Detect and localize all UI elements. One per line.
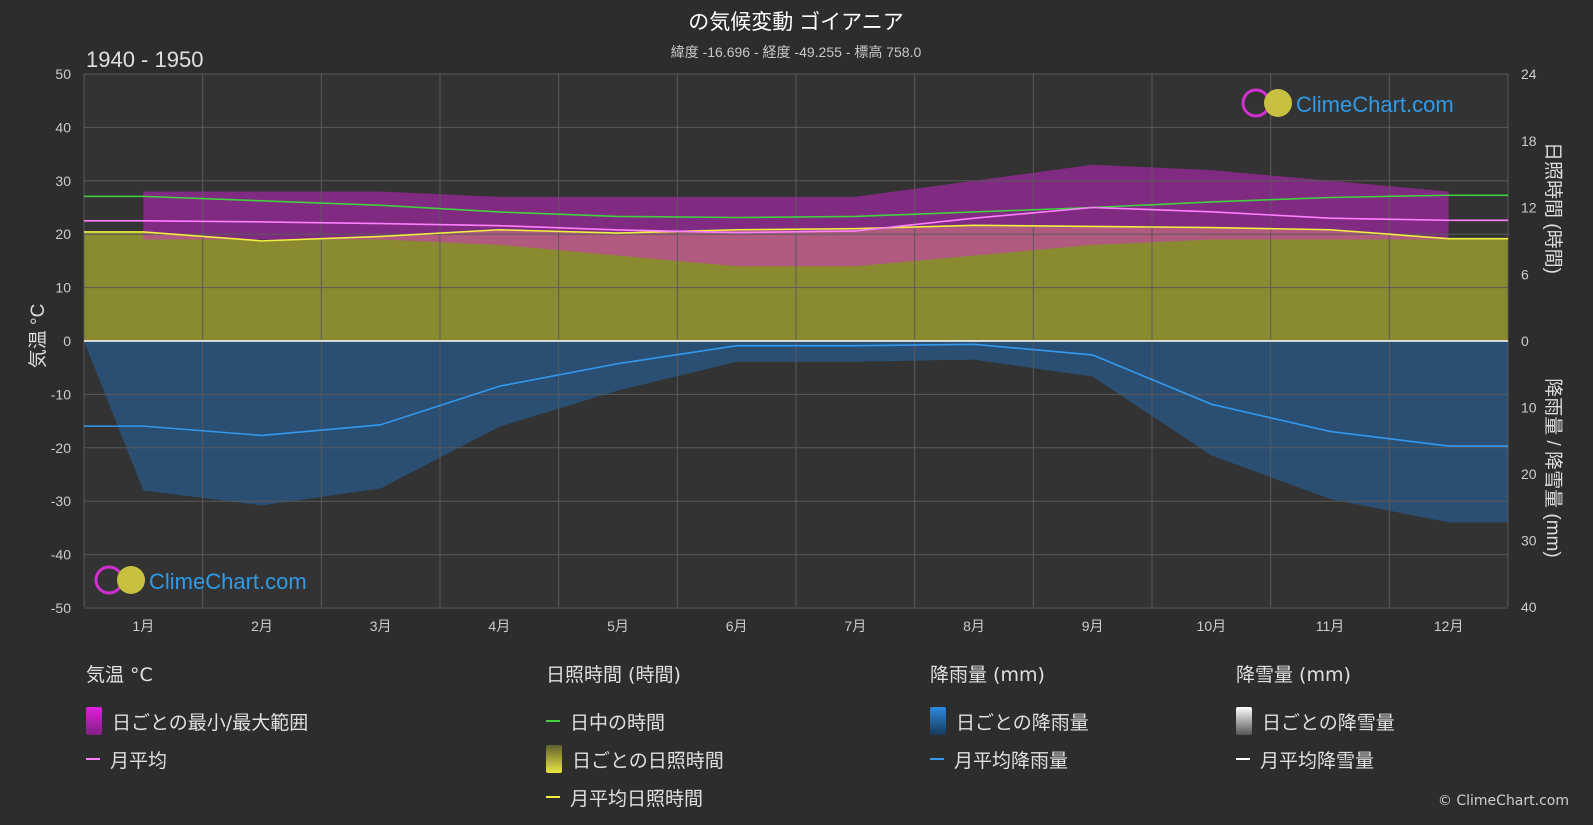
- left-tick-label: 0: [63, 333, 71, 349]
- copyright: © ClimeChart.com: [1437, 793, 1569, 809]
- left-tick-label: 30: [55, 173, 71, 189]
- temp-range-swatch: [86, 707, 102, 735]
- left-tick-label: -30: [51, 493, 71, 509]
- snow-swatch: [1236, 707, 1252, 735]
- logo-sun-icon: [1264, 89, 1292, 117]
- right-top-tick-label: 12: [1521, 200, 1537, 216]
- logo-sun-icon: [117, 566, 145, 594]
- right-bottom-tick-label: 30: [1521, 533, 1537, 549]
- watermark-text: ClimeChart.com: [1296, 92, 1454, 117]
- legend-item-label: 月平均日照時間: [570, 787, 704, 810]
- series-line: [84, 224, 1508, 242]
- legend-item: 日ごとの日照時間: [546, 740, 724, 778]
- rain-avg-swatch: [930, 758, 944, 760]
- sunshine-avg-swatch: [546, 796, 560, 798]
- x-tick-label: 3月: [370, 618, 392, 634]
- legend-item: 月平均降雪量: [1236, 740, 1395, 778]
- right-top-axis-label: 日照時間 (時間): [1542, 142, 1564, 274]
- left-axis-label: 気温 °C: [27, 304, 49, 369]
- temp-avg-swatch: [86, 758, 100, 760]
- x-tick-label: 9月: [1082, 618, 1104, 634]
- x-tick-label: 2月: [251, 618, 273, 634]
- legend-item-label: 月平均降雪量: [1260, 749, 1375, 772]
- sunshine-swatch: [546, 745, 562, 773]
- legend-rain-title: 降雨量 (mm): [930, 664, 1045, 686]
- legend-item: 月平均日照時間: [546, 778, 724, 816]
- left-tick-label: 20: [55, 226, 71, 242]
- legend-sun-title: 日照時間 (時間): [546, 664, 681, 686]
- left-tick-label: -20: [51, 440, 71, 456]
- x-tick-label: 4月: [488, 618, 510, 634]
- left-tick-label: -10: [51, 386, 71, 402]
- x-tick-label: 5月: [607, 618, 629, 634]
- x-tick-label: 8月: [963, 618, 985, 634]
- legend-item: 日ごとの最小/最大範囲: [86, 702, 308, 740]
- daylight-swatch: [546, 720, 560, 722]
- series-line: [84, 343, 1508, 447]
- period-label: 1940 - 1950: [86, 47, 203, 72]
- right-bottom-tick-label: 10: [1521, 400, 1537, 416]
- left-tick-label: 50: [55, 66, 71, 82]
- series-line: [84, 194, 1508, 219]
- legend-item: 月平均: [86, 740, 308, 778]
- right-bottom-axis-label: 降雨量 / 降雪量 (mm): [1542, 378, 1564, 557]
- right-top-tick-label: 0: [1521, 333, 1529, 349]
- legend-item: 日ごとの降雨量: [930, 702, 1089, 740]
- legend-item-label: 日ごとの降雪量: [1262, 711, 1395, 734]
- watermark-bottom: ClimeChart.com: [94, 565, 307, 595]
- legend-item-label: 日ごとの降雨量: [956, 711, 1089, 734]
- left-tick-label: -50: [51, 600, 71, 616]
- x-tick-label: 11月: [1316, 618, 1345, 634]
- legend-item-label: 月平均: [110, 749, 168, 772]
- legend-item: 日中の時間: [546, 702, 724, 740]
- legend-temp: 気温 °C 日ごとの最小/最大範囲 月平均: [86, 660, 308, 778]
- legend-snow: 降雪量 (mm) 日ごとの降雪量 月平均降雪量: [1236, 660, 1395, 778]
- legend-item-label: 日ごとの日照時間: [572, 749, 724, 772]
- watermark-top: ClimeChart.com: [1241, 88, 1454, 118]
- x-tick-label: 1月: [132, 618, 154, 634]
- legend-snow-title: 降雪量 (mm): [1236, 664, 1351, 686]
- right-top-tick-label: 18: [1521, 133, 1537, 149]
- snow-avg-swatch: [1236, 758, 1250, 760]
- right-bottom-tick-label: 20: [1521, 466, 1537, 482]
- chart-title: の気候変動 ゴイアニア: [688, 11, 903, 34]
- axes: 50 40 30 20 10 0 -10 -20 -30 -40 -50 24 18 12 6 0 10 20 30…: [51, 66, 1537, 634]
- legend-item-label: 月平均降雨量: [954, 749, 1069, 772]
- right-top-tick-label: 6: [1521, 266, 1529, 282]
- rain-swatch: [930, 707, 946, 735]
- legend-rain: 降雨量 (mm) 日ごとの降雨量 月平均降雨量: [930, 660, 1089, 778]
- legend-sun: 日照時間 (時間) 日中の時間 日ごとの日照時間 月平均日照時間: [546, 660, 724, 816]
- chart-subtitle: 緯度 -16.696 - 経度 -49.255 - 標高 758.0: [671, 44, 922, 60]
- left-tick-label: 40: [55, 119, 71, 135]
- right-top-tick-label: 24: [1521, 66, 1537, 82]
- legend-item-label: 日ごとの最小/最大範囲: [112, 711, 309, 734]
- series-line: [84, 206, 1508, 234]
- x-tick-label: 6月: [726, 618, 748, 634]
- series-lines: [84, 194, 1508, 447]
- left-tick-label: 10: [55, 280, 71, 296]
- right-bottom-tick-label: 40: [1521, 599, 1537, 615]
- x-tick-label: 10月: [1197, 618, 1227, 634]
- legend-item-label: 日中の時間: [570, 711, 666, 734]
- grid: [83, 73, 1509, 609]
- x-tick-label: 12月: [1434, 618, 1464, 634]
- x-tick-label: 7月: [844, 618, 866, 634]
- legend-item: 日ごとの降雪量: [1236, 702, 1395, 740]
- left-tick-label: -40: [51, 547, 71, 563]
- legend-temp-title: 気温 °C: [86, 664, 153, 686]
- watermark-text: ClimeChart.com: [149, 569, 307, 594]
- legend-item: 月平均降雨量: [930, 740, 1089, 778]
